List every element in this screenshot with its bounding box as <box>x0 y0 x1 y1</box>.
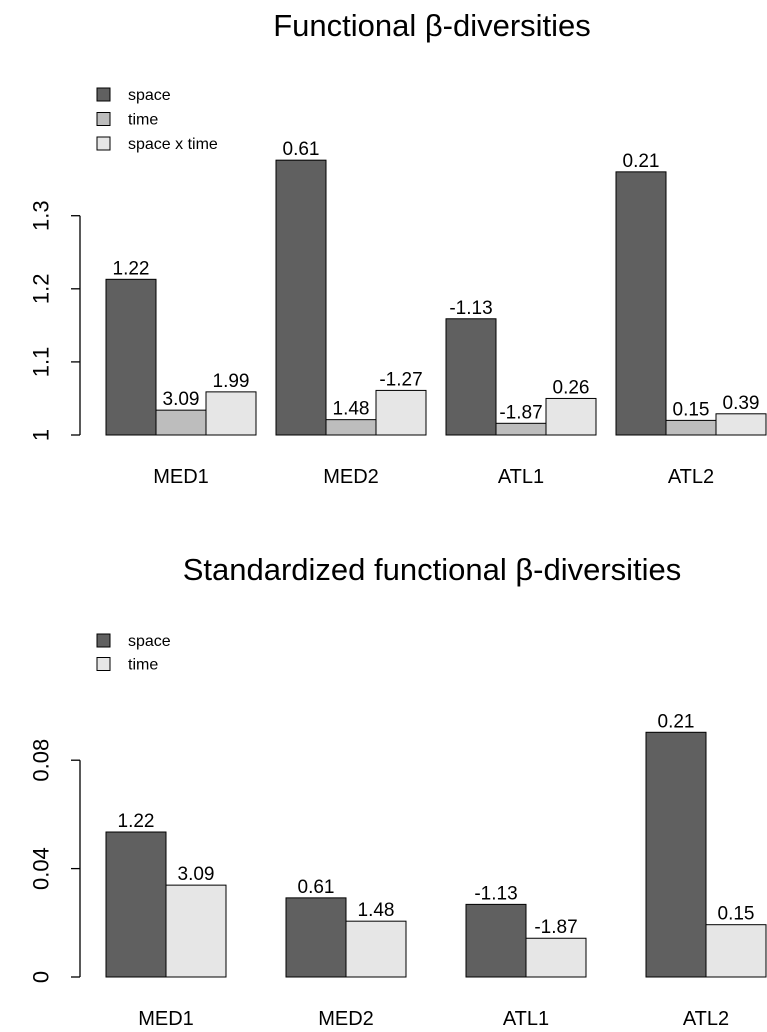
bar-space-x-time-med2 <box>375 389 427 436</box>
bar-space-atl1 <box>445 318 497 436</box>
legend: space time space x time <box>96 87 218 153</box>
category-label-atl1: ATL1 <box>503 1008 549 1030</box>
standardized-functional-beta-diversities-chart: Standardized functional β-diversities sp… <box>29 552 767 1030</box>
category-label-atl1: ATL1 <box>498 466 544 488</box>
data-label-time-atl2: 0.15 <box>718 904 755 925</box>
y-axis: 0 0.04 0.08 <box>29 739 81 983</box>
legend-swatch <box>96 136 111 151</box>
bar-time-med2 <box>325 419 377 436</box>
legend-label: space <box>128 87 171 104</box>
bar-group-atl2: 0.21 0.15 <box>645 711 767 978</box>
category-label-med2: MED2 <box>318 1008 374 1030</box>
bar-group-med1: 1.22 3.09 <box>105 811 227 978</box>
data-label-space-x-time-med1: 1.99 <box>213 371 250 392</box>
data-label-space-atl2: 0.21 <box>623 151 660 172</box>
legend-label: time <box>128 112 158 129</box>
bar-group-med2: 0.61 1.48 <box>285 877 407 978</box>
x-axis-categories: MED1 MED2 ATL1 ATL2 <box>138 1008 729 1030</box>
bar-time-med1 <box>165 884 227 978</box>
bar-time-med1 <box>155 409 207 436</box>
bar-space-med2 <box>275 159 327 436</box>
data-label-time-atl2: 0.15 <box>673 399 710 420</box>
chart-title: Functional β-diversities <box>273 8 591 43</box>
legend-swatch <box>96 633 111 648</box>
data-label-space-x-time-med2: -1.27 <box>379 369 422 390</box>
data-label-time-med2: 1.48 <box>358 900 395 921</box>
bar-space-x-time-atl2 <box>715 413 767 436</box>
legend-label: time <box>128 657 158 674</box>
data-label-time-atl1: -1.87 <box>499 402 542 423</box>
y-axis: 1 1.1 1.2 1.3 <box>29 200 81 441</box>
bar-space-atl2 <box>645 731 707 978</box>
bar-space-med2 <box>285 897 347 978</box>
bar-space-med1 <box>105 831 167 978</box>
bar-time-atl1 <box>495 422 547 436</box>
bars: 1.22 3.09 1.99 0.61 1.48 -1.27 -1.13 -1.87 0.26 0… <box>105 139 767 436</box>
legend-label: space x time <box>128 136 218 153</box>
bar-time-atl2 <box>665 419 717 436</box>
category-label-med1: MED1 <box>153 466 209 488</box>
bar-time-atl1 <box>525 937 587 978</box>
legend-item-space: space <box>96 633 171 650</box>
category-label-med1: MED1 <box>138 1008 194 1030</box>
data-label-space-med2: 0.61 <box>283 139 320 160</box>
legend-label: space <box>128 633 171 650</box>
bar-space-atl1 <box>465 903 527 978</box>
data-label-space-med1: 1.22 <box>113 258 150 279</box>
legend-swatch <box>96 657 111 671</box>
category-label-atl2: ATL2 <box>683 1008 729 1030</box>
data-label-space-x-time-atl2: 0.39 <box>723 393 760 414</box>
category-label-atl2: ATL2 <box>668 466 714 488</box>
legend-item-space-x-time: space x time <box>96 136 218 153</box>
legend-item-time: time <box>96 657 158 674</box>
y-tick-label: 0 <box>29 971 54 983</box>
data-label-space-med2: 0.61 <box>298 877 335 898</box>
y-tick-label: 1.3 <box>29 200 54 231</box>
bar-group-atl1: -1.13 -1.87 <box>465 883 587 978</box>
bar-time-atl2 <box>705 924 767 978</box>
legend-swatch <box>96 112 111 126</box>
bar-group-atl2: 0.21 0.15 0.39 <box>615 151 767 436</box>
bar-group-atl1: -1.13 -1.87 0.26 <box>445 298 597 436</box>
bar-group-med2: 0.61 1.48 -1.27 <box>275 139 427 436</box>
bar-time-med2 <box>345 920 407 978</box>
y-tick-label: 1.1 <box>29 347 54 378</box>
chart-title: Standardized functional β-diversities <box>183 552 682 587</box>
data-label-time-med2: 1.48 <box>333 399 370 420</box>
category-label-med2: MED2 <box>323 466 379 488</box>
legend-item-time: time <box>96 112 158 129</box>
x-axis-categories: MED1 MED2 ATL1 ATL2 <box>153 466 714 488</box>
data-label-time-med1: 3.09 <box>178 864 215 885</box>
functional-beta-diversities-chart: Functional β-diversities space time space … <box>29 8 767 488</box>
legend: space time <box>96 633 171 674</box>
bar-space-med1 <box>105 278 157 436</box>
data-label-space-x-time-atl1: 0.26 <box>553 377 590 398</box>
data-label-space-med1: 1.22 <box>118 811 155 832</box>
y-tick-label: 1.2 <box>29 274 54 305</box>
data-label-space-atl2: 0.21 <box>658 711 695 732</box>
legend-swatch <box>96 87 111 102</box>
data-label-time-atl1: -1.87 <box>534 917 577 938</box>
data-label-space-atl1: -1.13 <box>449 298 492 319</box>
bar-space-x-time-atl1 <box>545 397 597 436</box>
bar-space-x-time-med1 <box>205 391 257 436</box>
data-label-time-med1: 3.09 <box>163 389 200 410</box>
y-tick-label: 0.08 <box>29 739 54 782</box>
bar-space-atl2 <box>615 171 667 436</box>
y-tick-label: 1 <box>29 429 54 441</box>
bars: 1.22 3.09 0.61 1.48 -1.13 -1.87 0.21 0.15 <box>105 711 767 978</box>
y-tick-label: 0.04 <box>29 847 54 890</box>
bar-group-med1: 1.22 3.09 1.99 <box>105 258 257 436</box>
data-label-space-atl1: -1.13 <box>474 883 517 904</box>
legend-item-space: space <box>96 87 171 104</box>
